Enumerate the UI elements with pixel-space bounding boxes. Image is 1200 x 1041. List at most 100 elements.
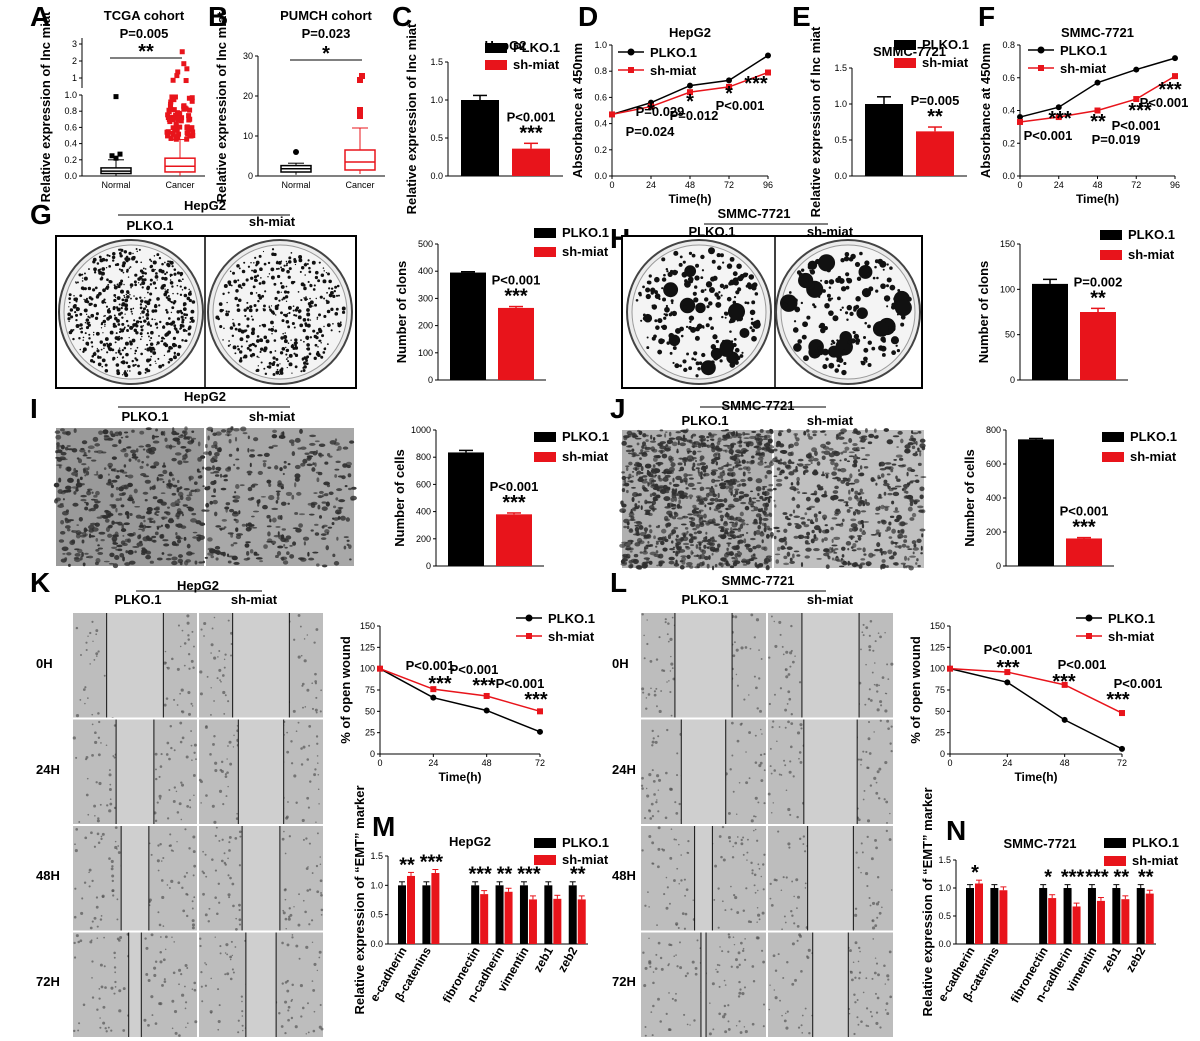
colony-dot (808, 339, 824, 355)
cell-dot (286, 551, 290, 556)
cell-dot (891, 554, 895, 558)
cell-dot (66, 489, 72, 493)
cell-dot (198, 778, 202, 782)
colony-dot (852, 330, 856, 335)
colony-dot (131, 338, 136, 343)
cell-dot (177, 558, 184, 564)
cell-dot (891, 463, 897, 466)
cell-dot (749, 435, 756, 440)
cell-dot (870, 533, 877, 536)
cell-dot (171, 657, 174, 661)
cell-dot (234, 436, 238, 442)
cell-dot (71, 539, 76, 544)
cell-dot (145, 427, 152, 431)
cell-dot (112, 894, 115, 897)
colony-dot (303, 263, 308, 267)
colony-dot (97, 268, 101, 273)
cell-dot (916, 538, 922, 544)
cell-dot (139, 430, 145, 435)
cell-dot (693, 531, 698, 535)
cell-dot (64, 446, 69, 451)
colony-dot (661, 277, 667, 282)
cell-dot (117, 512, 123, 516)
colony-dot (149, 342, 154, 347)
colony-dot (169, 322, 174, 326)
cell-dot (238, 864, 242, 867)
cell-dot (844, 446, 850, 451)
colony-dot (683, 367, 688, 373)
colony-dot (801, 334, 807, 340)
colony-dot (330, 307, 334, 311)
colony-dot (828, 286, 832, 289)
cell-dot (729, 521, 735, 524)
cell-dot (197, 471, 202, 473)
colony-dot (744, 301, 748, 304)
cell-dot (223, 861, 227, 865)
cell-dot (714, 484, 718, 488)
cell-dot (221, 519, 228, 522)
cell-dot (87, 449, 91, 453)
cell-dot (880, 564, 883, 570)
cell-dot (328, 455, 333, 458)
cell-dot (344, 485, 348, 488)
cell-dot (677, 440, 680, 446)
colony-dot (87, 315, 90, 318)
cell-dot (193, 896, 196, 899)
cell-dot (294, 473, 301, 479)
colony-dot (255, 310, 258, 313)
colony-dot (824, 280, 829, 285)
colony-dot (830, 343, 833, 346)
x-tick-label: 96 (763, 180, 773, 190)
cell-dot (794, 522, 799, 525)
cell-dot (846, 508, 851, 513)
cell-dot (631, 496, 635, 502)
cell-dot (757, 524, 762, 530)
cell-dot (629, 550, 633, 553)
colony-dot (183, 313, 187, 316)
cell-dot (244, 543, 250, 548)
cell-dot (66, 445, 71, 448)
panel-letter-m: M (372, 811, 395, 842)
cell-dot (723, 520, 728, 525)
cell-dot (212, 499, 218, 505)
cell-dot (210, 687, 212, 689)
cell-dot (86, 490, 92, 496)
cell-dot (705, 465, 709, 470)
colony-dot (260, 277, 262, 279)
colony-dot (127, 276, 130, 278)
cell-dot (350, 495, 357, 501)
cell-dot (78, 1022, 81, 1025)
colony-dot (666, 270, 669, 273)
colony-dot (94, 286, 98, 290)
colony-dot (144, 300, 148, 304)
cell-dot (699, 554, 706, 560)
colony-dot (654, 293, 661, 300)
colony-dot (327, 272, 330, 276)
colony-dot (280, 282, 283, 285)
cell-dot (165, 697, 169, 700)
cell-dot (753, 506, 759, 512)
cell-dot (182, 454, 188, 460)
colony-dot (237, 284, 242, 288)
cell-dot (840, 451, 844, 455)
cell-dot (688, 533, 693, 537)
cell-dot (823, 450, 831, 456)
cell-dot (911, 540, 917, 545)
colony-dot (176, 284, 179, 287)
cell-dot (111, 520, 115, 525)
colony-dot (122, 261, 126, 265)
cell-dot (246, 550, 250, 556)
colony-dot (102, 332, 104, 334)
cell-dot (673, 526, 679, 530)
cell-dot (699, 455, 705, 460)
colony-dot (706, 305, 710, 309)
colony-dot (130, 348, 132, 350)
colony-dot (155, 362, 157, 364)
colony-dot (231, 334, 235, 338)
cell-dot (233, 495, 241, 500)
cell-dot (275, 499, 279, 504)
cell-dot (100, 915, 103, 917)
colony-dot (257, 299, 260, 303)
cell-dot (729, 565, 735, 569)
